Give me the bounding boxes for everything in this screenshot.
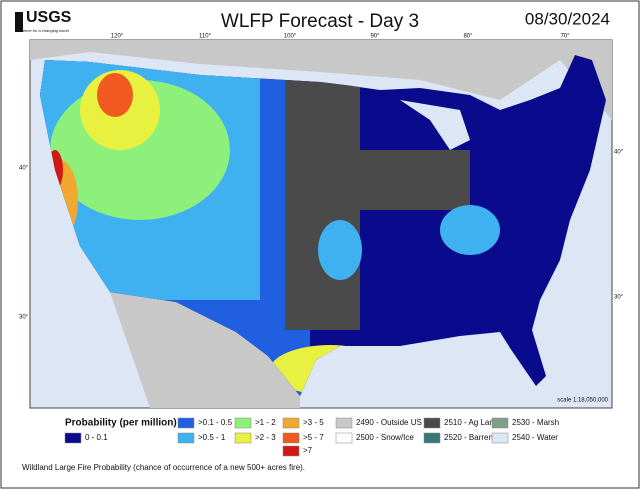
logo-mark (15, 12, 23, 32)
title: WLFP Forecast - Day 3 (221, 11, 419, 32)
longitude-label: 110° (199, 34, 212, 40)
longitude-label: 120° (111, 34, 124, 40)
legend-label: >0.1 - 0.5 (198, 418, 233, 427)
mexico (110, 292, 300, 408)
legend-title: Probability (per million) (65, 418, 177, 429)
legend-label: 2490 - Outside US (356, 418, 422, 427)
longitude-label: 80° (463, 34, 473, 40)
legend-label: 0 - 0.1 (85, 433, 108, 442)
legend-swatch (177, 417, 195, 429)
legend-swatch (282, 432, 300, 444)
longitude-label: 70° (560, 34, 570, 40)
legend-label: 2540 - Water (512, 433, 558, 442)
footer: Wildland Large Fire Probability (chance … (22, 463, 305, 472)
legend-label: >3 - 5 (303, 418, 324, 427)
legend-swatch (282, 445, 300, 457)
legend-label: >0.5 - 1 (198, 433, 226, 442)
legend-swatch (335, 432, 353, 444)
legend-label: 2520 - Barren (444, 433, 493, 442)
legend-swatch (423, 432, 441, 444)
legend-swatch (423, 417, 441, 429)
legend-label: >7 (303, 446, 313, 455)
legend-label: >5 - 7 (303, 433, 324, 442)
latitude-label: 40° (19, 166, 29, 172)
longitude-label: 90° (370, 34, 380, 40)
legend-label: 2500 - Snow/Ice (356, 433, 414, 442)
legend-swatch (177, 432, 195, 444)
logo: USGS (26, 9, 72, 26)
canada (30, 40, 612, 120)
date: 08/30/2024 (525, 9, 610, 28)
legend-swatch (491, 417, 509, 429)
tagline: science for a changing world (18, 28, 69, 33)
legend-label: 2530 - Marsh (512, 418, 559, 427)
legend-label: >2 - 3 (255, 433, 276, 442)
legend-swatch (64, 432, 82, 444)
latitude-label: 30° (19, 315, 29, 321)
great-lakes (400, 100, 470, 150)
legend-label: 2510 - Ag Land (444, 418, 498, 427)
legend-swatch (282, 417, 300, 429)
longitude-label: 100° (284, 34, 297, 40)
scale: scale 1:18,050,000 (557, 398, 608, 404)
legend-label: >1 - 2 (255, 418, 276, 427)
legend-swatch (234, 417, 252, 429)
legend-swatch (335, 417, 353, 429)
latitude-label: 40° (614, 150, 624, 156)
legend-swatch (491, 432, 509, 444)
legend-swatch (234, 432, 252, 444)
latitude-label: 30° (614, 295, 624, 301)
